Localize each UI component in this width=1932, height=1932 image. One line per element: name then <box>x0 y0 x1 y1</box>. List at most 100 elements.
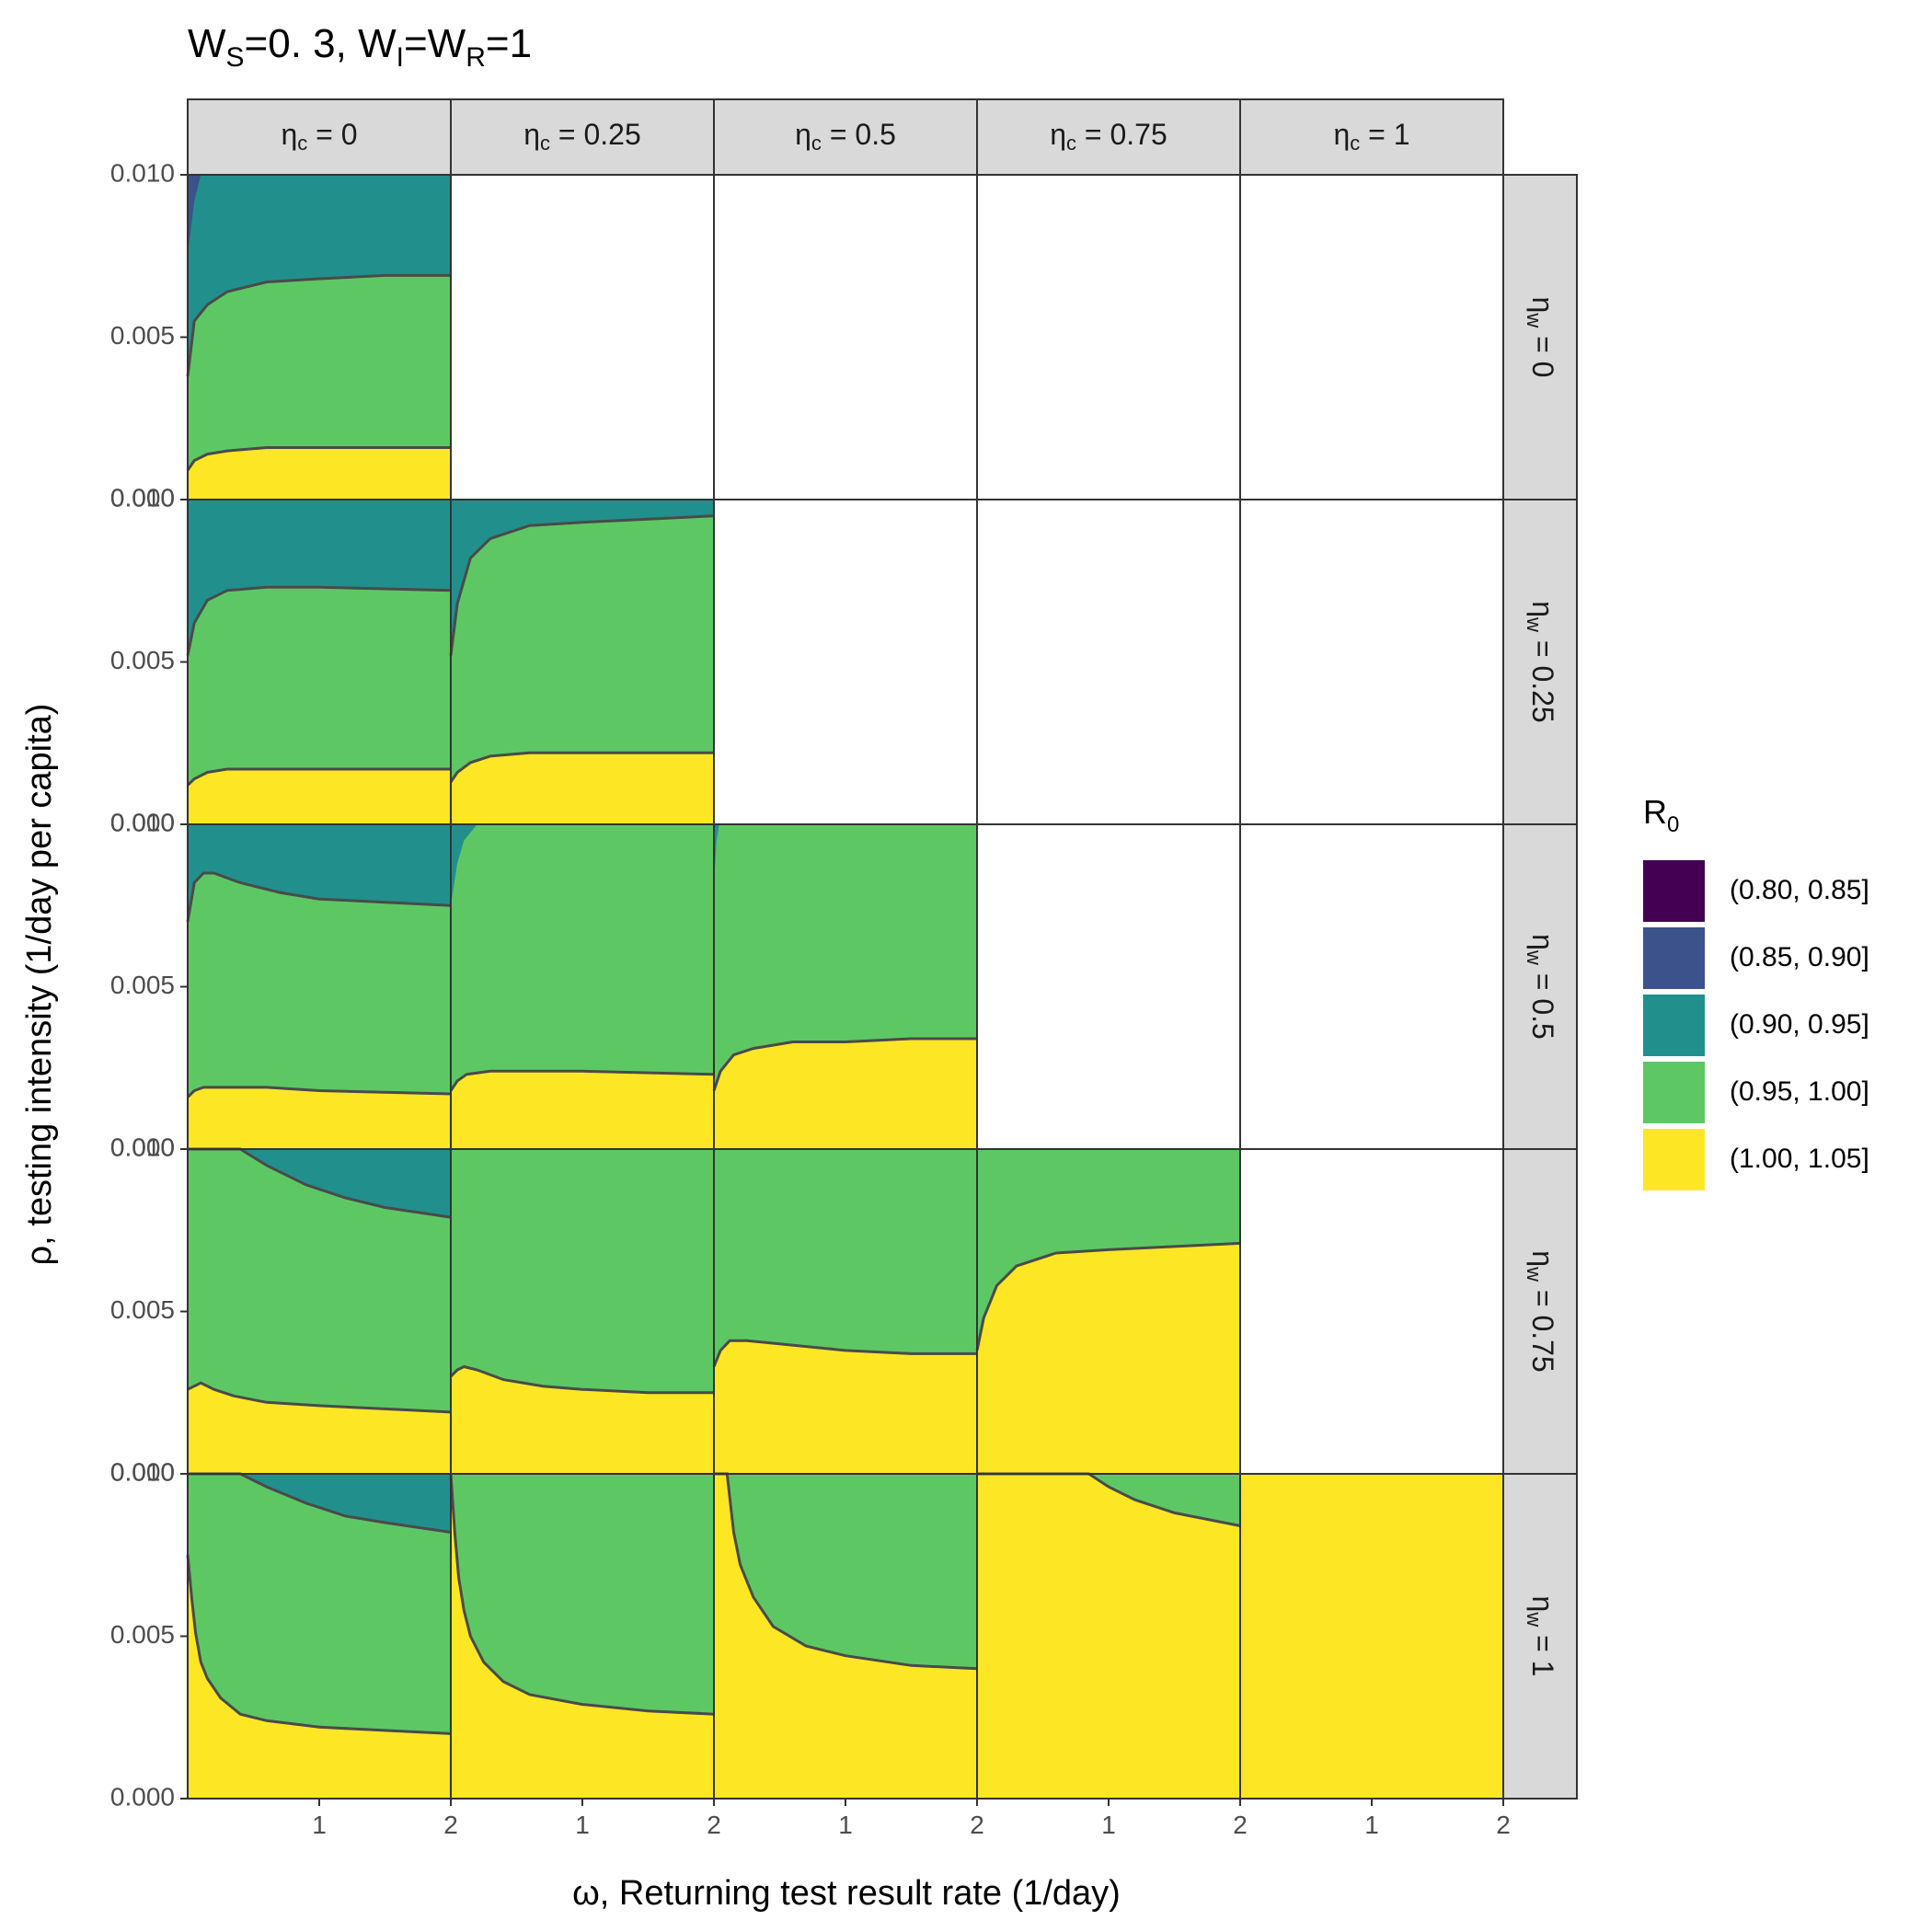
contour-line <box>186 273 451 377</box>
contour-line <box>449 751 714 783</box>
panel-r1-c4 <box>1239 499 1504 825</box>
legend-item: (0.90, 0.95] <box>1643 995 1869 1056</box>
y-axes: 0.0000.0050.0100.0000.0050.0100.0000.005… <box>110 158 188 1811</box>
panel-background <box>1240 175 1503 500</box>
legend-label: (0.80, 0.85] <box>1730 875 1869 905</box>
y-tick-label: 0.010 <box>110 1457 175 1486</box>
contour-line <box>449 514 715 656</box>
x-tick-label: 2 <box>1233 1811 1248 1839</box>
panel-r3-c0 <box>187 1147 452 1475</box>
strip-background <box>1502 1473 1578 1800</box>
strip-background <box>1502 499 1578 825</box>
column-facet-strips: ηc = 0 ηc = 0.25 ηc = 0.5 ηc = 0.75 ηc = 1 <box>187 98 1504 176</box>
panel-r0-c0 <box>186 174 452 500</box>
panel-r2-c1 <box>449 823 715 1150</box>
panel-r1-c3 <box>976 499 1241 825</box>
contour-line <box>712 1037 977 1091</box>
chart-title: WS=0. 3, WI=WR=1 <box>188 21 532 73</box>
column-strip-label: ηc = 0 <box>281 118 357 154</box>
y-tick-label: 0.010 <box>110 483 175 512</box>
panel-background <box>714 175 977 500</box>
contour-band-1-00-1-05 <box>714 1474 977 1799</box>
contour-line <box>449 1069 715 1092</box>
panel-background <box>977 824 1240 1149</box>
contour-line <box>186 585 452 656</box>
legend-label: (0.85, 0.90] <box>1730 942 1869 972</box>
row-strip-4: ηw = 1 <box>1502 1473 1578 1800</box>
x-tick-label: 1 <box>575 1811 590 1839</box>
contour-band-0-95-1-00 <box>188 587 451 824</box>
column-strip-4: ηc = 1 <box>1239 98 1504 176</box>
panel-r3-c2 <box>712 1148 978 1475</box>
contour-line <box>975 1241 1241 1351</box>
panel-r0-c3 <box>976 174 1241 500</box>
panel-r1-c0 <box>186 499 452 825</box>
x-tick-label: 2 <box>443 1811 458 1839</box>
contour-line <box>186 1555 452 1735</box>
y-tick-label: 0.005 <box>110 1620 175 1649</box>
x-tick-label: 2 <box>707 1811 721 1839</box>
column-strip-3: ηc = 0.75 <box>976 98 1241 176</box>
legend-swatch <box>1643 1129 1705 1190</box>
panel-r0-c1 <box>450 174 715 500</box>
contour-band-0-95-1-00 <box>451 515 714 824</box>
y-tick-label: 0.000 <box>110 1133 175 1161</box>
row-strip-label: ηw = 0.5 <box>1523 934 1558 1040</box>
legend-item: (0.95, 1.00] <box>1643 1062 1869 1123</box>
panel-background <box>451 175 714 500</box>
x-axes: 1 2 1 2 1 2 1 2 1 2 <box>312 1799 1511 1839</box>
legend-label: (1.00, 1.05] <box>1730 1144 1869 1174</box>
strip-background <box>187 98 452 176</box>
contour-line <box>449 1364 714 1395</box>
panel-background <box>714 500 977 824</box>
contour-band-1-00-1-05 <box>451 753 714 824</box>
contour-band-1-00-1-05 <box>451 1474 714 1799</box>
row-strip-3: ηw = 0.75 <box>1502 1148 1578 1475</box>
x-axis-label: ω, Returning test result rate (1/day) <box>572 1874 1121 1913</box>
panel-r0-c4 <box>1239 174 1504 500</box>
contour-band-1-00-1-05 <box>714 1340 977 1474</box>
column-strip-1: ηc = 0.25 <box>450 98 715 176</box>
contour-line <box>187 1381 452 1414</box>
x-tick-label: 1 <box>312 1811 327 1839</box>
strip-background <box>713 98 978 176</box>
contour-line <box>186 767 451 787</box>
panel-r2-c2 <box>712 823 978 1150</box>
panel-r4-c1 <box>449 1473 715 1800</box>
x-tick-label: 1 <box>1101 1811 1116 1839</box>
contour-band-1-00-1-05 <box>188 1383 451 1474</box>
contour-line <box>186 1086 452 1098</box>
legend-label: (0.90, 0.95] <box>1730 1009 1869 1040</box>
contour-band-0-95-1-00 <box>188 873 451 1149</box>
panel-r1-c1 <box>449 499 715 825</box>
y-tick-label: 0.010 <box>110 1133 175 1161</box>
row-facet-strips: ηw = 0 ηw = 0.25 ηw = 0.5 ηw = 0.75 ηw = 1 <box>1502 174 1578 1800</box>
y-tick-label: 0.000 <box>110 1457 175 1486</box>
contour-band-1-00-1-05 <box>188 1087 451 1149</box>
panel-r4-c2 <box>713 1472 978 1800</box>
y-tick-label: 0.005 <box>110 646 175 674</box>
panel-background <box>1240 500 1503 824</box>
row-strip-label: ηw = 0 <box>1523 297 1558 378</box>
row-strip-label: ηw = 0.75 <box>1523 1250 1558 1372</box>
y-tick-label: 0.000 <box>110 808 175 836</box>
contour-band-0-95-1-00 <box>188 275 451 500</box>
x-tick-label: 2 <box>970 1811 984 1839</box>
legend-swatch <box>1643 995 1705 1056</box>
strip-background <box>1502 823 1578 1150</box>
contour-band-1-00-1-05 <box>188 769 451 824</box>
panel-r3-c3 <box>975 1148 1241 1475</box>
panel-background <box>1240 1149 1503 1474</box>
column-strip-label: ηc = 0.5 <box>795 118 896 154</box>
contour-line <box>449 1473 715 1716</box>
contour-line <box>186 446 451 472</box>
panel-r4-c4 <box>1239 1473 1504 1800</box>
panel-r3-c4 <box>1239 1148 1504 1475</box>
y-tick-label: 0.010 <box>110 808 175 836</box>
row-strip-label: ηw = 1 <box>1523 1596 1558 1677</box>
contour-line <box>714 1472 978 1671</box>
contour-line <box>186 871 452 923</box>
panel-r2-c4 <box>1239 823 1504 1150</box>
contour-band-0-95-1-00 <box>451 824 714 1149</box>
